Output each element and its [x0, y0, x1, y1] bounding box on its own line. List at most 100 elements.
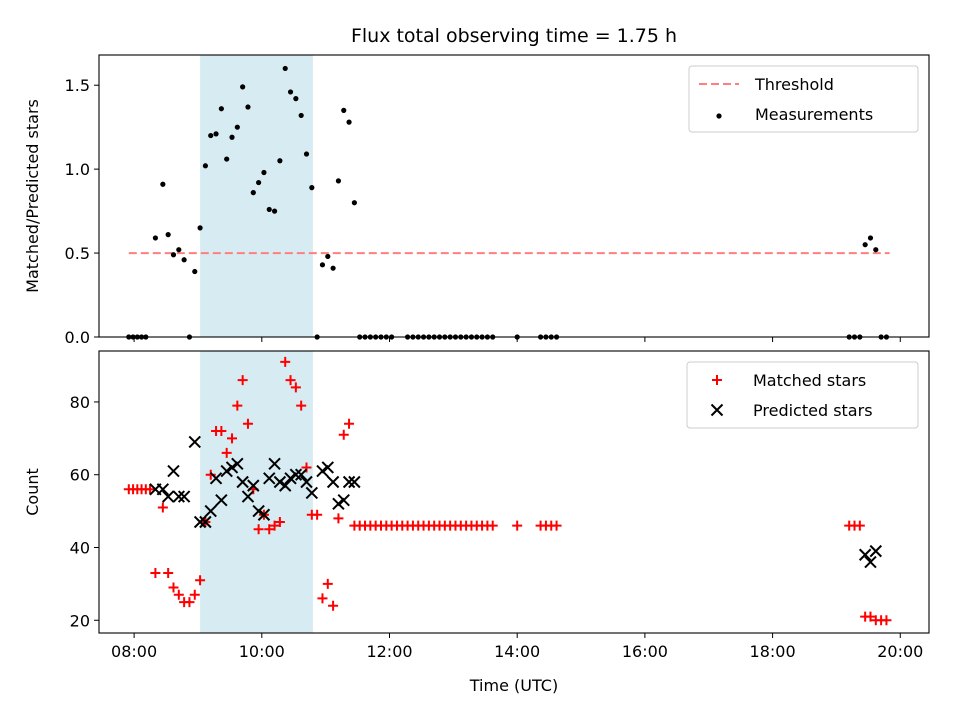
y-tick-label: 40: [70, 538, 90, 557]
measurement-point: [293, 96, 299, 102]
matched-star-point: [184, 597, 195, 608]
predicted-star-point: [289, 468, 303, 481]
measurement-point: [346, 119, 352, 125]
x-tick-label: 20:00: [877, 642, 923, 661]
legend-label: Predicted stars: [753, 401, 873, 420]
measurement-point: [213, 131, 219, 137]
top-legend: Threshold Measurements: [688, 65, 919, 133]
legend-label: Matched stars: [753, 371, 866, 390]
legend-matched-swatch: [712, 375, 722, 385]
predicted-star-point: [236, 475, 249, 489]
measurement-point: [298, 112, 304, 119]
x-tick-label: 12:00: [366, 642, 412, 661]
y-tick-label: 0.0: [65, 328, 90, 347]
predicted-star-point: [225, 461, 239, 474]
measurement-point: [192, 268, 198, 275]
measurement-point: [245, 104, 251, 110]
predicted-star-point: [864, 555, 877, 569]
matched-star-point: [487, 520, 498, 531]
measurement-point: [261, 169, 267, 176]
predicted-star-point: [172, 490, 186, 503]
y-tick-label: 1.0: [65, 160, 90, 179]
matched-star-point: [322, 578, 333, 589]
predicted-star-point: [204, 504, 217, 518]
matched-star-point: [344, 418, 355, 429]
matched-star-point: [242, 418, 253, 429]
measurement-point: [287, 89, 294, 95]
predicted-star-point: [257, 508, 271, 521]
predicted-star-point: [284, 472, 297, 485]
predicted-star-point: [177, 490, 191, 503]
matched-star-point: [865, 611, 876, 622]
measurement-point: [873, 247, 879, 253]
measurement-point: [341, 107, 347, 113]
measurement-point: [218, 106, 224, 112]
measurement-point: [309, 185, 315, 191]
measurement-point: [282, 65, 288, 72]
matched-star-point: [264, 524, 275, 535]
legend-box: [686, 361, 919, 429]
measurement-point: [862, 242, 868, 248]
x-tick-label: 08:00: [111, 642, 157, 661]
predicted-star-point: [273, 475, 287, 489]
predicted-star-point: [220, 464, 233, 478]
measurement-point: [303, 151, 310, 157]
matched-star-point: [227, 433, 238, 444]
matched-star-point: [290, 382, 301, 393]
matched-star-point: [338, 429, 349, 440]
y-tick-label: 20: [70, 611, 90, 630]
x-tick-label: 18:00: [750, 642, 796, 661]
predicted-star-point: [188, 435, 201, 449]
measurement-point: [330, 265, 336, 271]
predicted-star-point: [156, 483, 170, 496]
matched-star-point: [328, 600, 339, 611]
matched-star-point: [285, 375, 296, 386]
matched-star-point: [253, 524, 264, 535]
matched-star-point: [512, 520, 523, 531]
observing-window-span: [200, 351, 313, 633]
measurement-point: [250, 190, 256, 196]
matched-star-point: [145, 484, 156, 495]
y-tick-label: 60: [70, 466, 90, 485]
legend-label: Measurements: [755, 105, 873, 124]
measurement-point: [240, 84, 246, 90]
matched-star-point: [195, 575, 206, 586]
y-tick-label: 80: [70, 393, 90, 412]
predicted-star-point: [268, 457, 281, 471]
measurement-point: [351, 200, 357, 206]
predicted-star-point: [279, 479, 292, 492]
matched-star-point: [333, 513, 344, 524]
matched-star-point: [237, 375, 248, 386]
measurement-point: [176, 247, 182, 253]
measurement-point: [208, 132, 214, 139]
measurement-point: [319, 262, 326, 268]
predicted-star-point: [209, 472, 223, 485]
predicted-star-point: [247, 479, 260, 492]
predicted-star-point: [294, 468, 308, 481]
predicted-star-point: [241, 490, 255, 503]
predicted-star-point: [321, 461, 334, 474]
bottom-panel: 20 40 60 80 08:00 10:00 12:00 14:00 16:00 18:00 20…: [23, 350, 930, 661]
matched-star-point: [189, 589, 200, 600]
matched-star-point: [173, 589, 184, 600]
matched-star-point: [312, 509, 323, 520]
top-y-axis-label: Matched/Predicted stars: [23, 99, 42, 293]
chart-title: Flux total observing time = 1.75 h: [351, 25, 677, 47]
legend-label: Threshold: [754, 75, 834, 94]
matched-star-point: [296, 400, 307, 411]
predicted-star-point: [332, 497, 345, 511]
x-tick-label: 14:00: [494, 642, 540, 661]
predicted-star-point: [263, 472, 276, 485]
predicted-star-point: [252, 504, 265, 518]
matched-star-point: [269, 520, 280, 531]
measurement-point: [202, 163, 209, 169]
y-tick-label: 1.5: [65, 76, 90, 95]
matched-star-point: [205, 469, 216, 480]
legend-predicted-swatch: [710, 403, 724, 417]
matched-star-point: [881, 615, 892, 626]
predicted-star-point: [869, 544, 883, 558]
bottom-legend: Matched stars Predicted stars: [686, 361, 919, 429]
measurement-point: [234, 124, 240, 130]
matched-star-point: [163, 567, 174, 578]
